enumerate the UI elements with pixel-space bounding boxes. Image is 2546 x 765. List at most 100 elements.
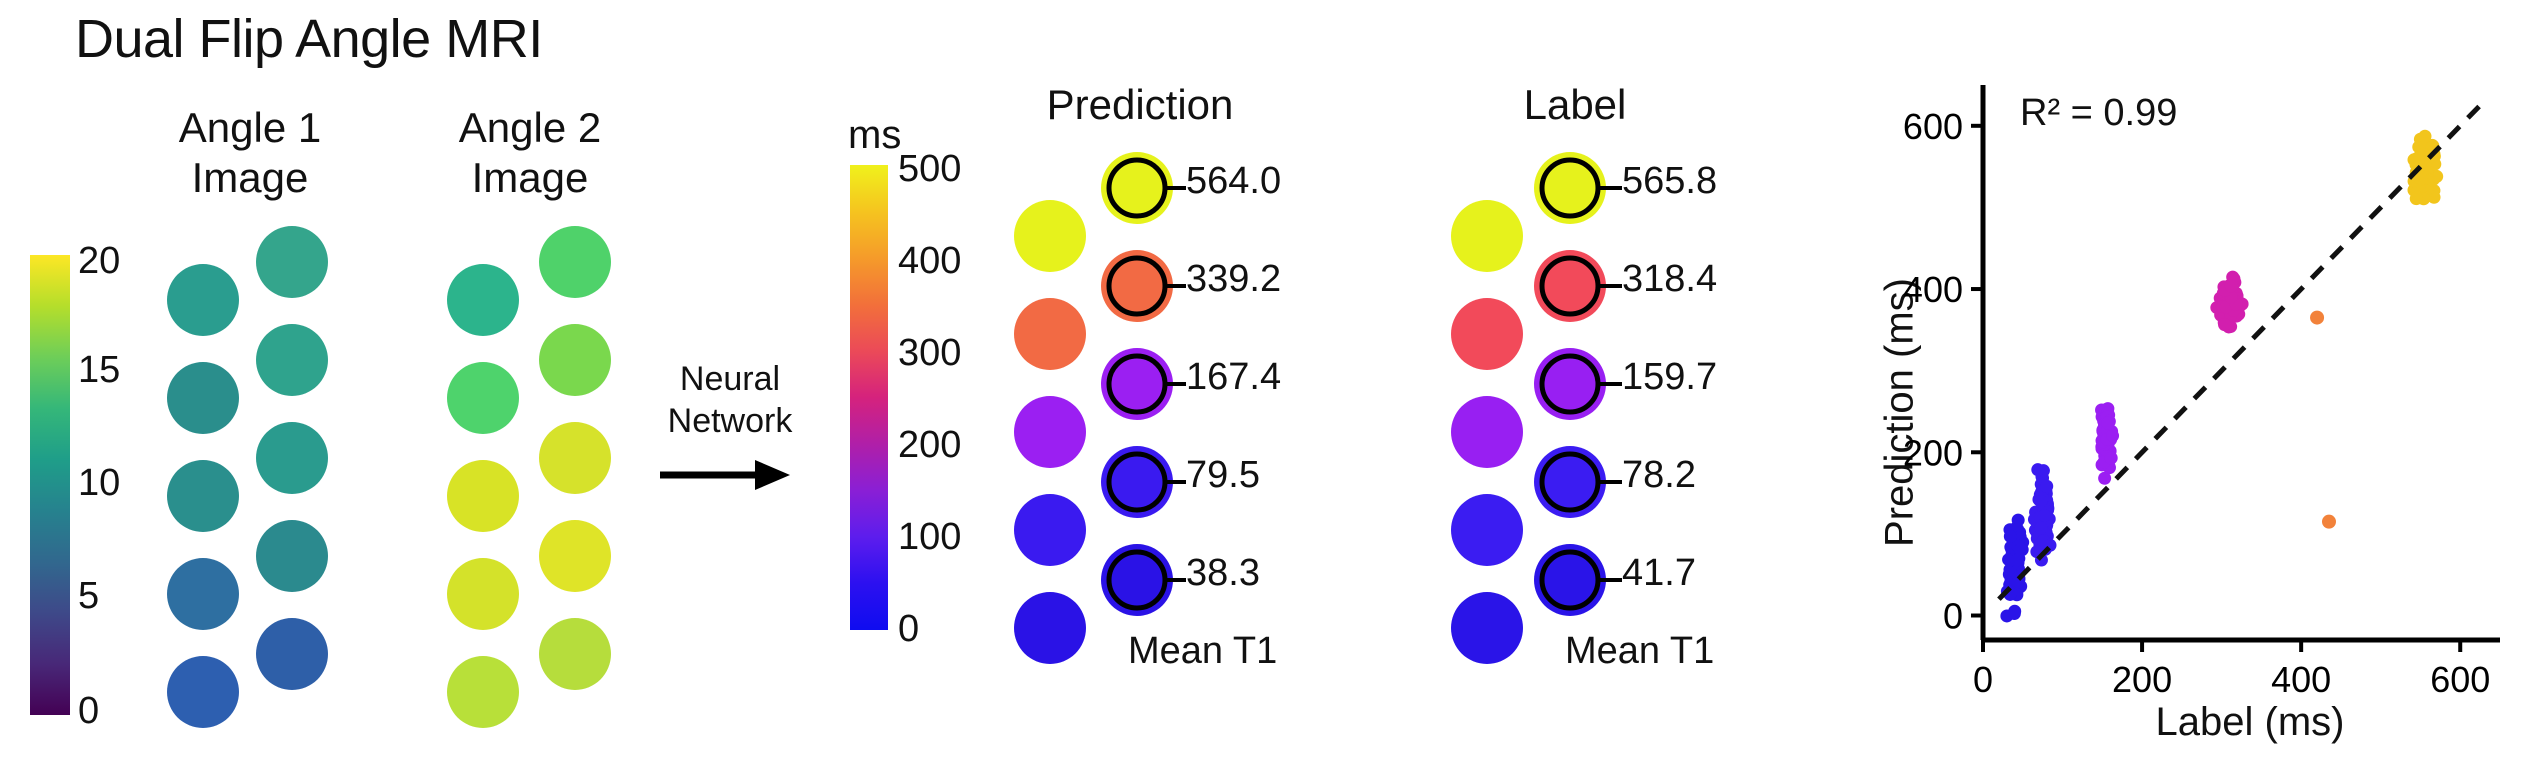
angle1-title-line1: Angle 1 [178,104,322,151]
x-tick-label: 600 [2430,659,2490,700]
prediction-disc [1014,298,1086,370]
input-colorbar-tick: 10 [78,462,121,504]
prediction-disc [1101,544,1173,616]
prediction-disc [1101,250,1173,322]
angle2-phantom-disc [539,520,611,592]
scatter-point [2031,463,2045,477]
figure-title: Dual Flip Angle MRI [75,9,543,69]
label-disc [1451,494,1523,566]
prediction-disc [1014,396,1086,468]
identity-line [1997,99,2486,601]
angle1-title: Angle 1 Image [145,103,355,203]
scatter-point [2427,190,2441,204]
angle1-phantom-disc [256,422,328,494]
label-value: 318.4 [1622,258,1718,300]
label-value: 159.7 [1622,356,1718,398]
scatter-point [2098,471,2112,485]
label-disc [1534,446,1606,518]
scatter-point [2010,553,2024,567]
prediction-disc [1101,446,1173,518]
angle2-phantom-disc [539,618,611,690]
label-footer: Mean T1 [1565,630,1715,672]
angle2-phantom-disc [447,460,519,532]
scatter-point [2409,192,2423,206]
scatter-point [2414,172,2428,186]
angle2-phantom-disc [539,422,611,494]
label-disc [1451,396,1523,468]
t1-colorbar-tick: 100 [898,516,962,558]
prediction-disc [1014,200,1086,272]
scatter-point [2037,508,2051,522]
t1-colorbar-tick: 400 [898,240,962,282]
x-tick-label: 400 [2271,659,2331,700]
label-value: 78.2 [1622,454,1696,496]
scatter-plot: 0 200 400 600 0 200 400 600 [1903,85,2500,700]
label-value: 565.8 [1622,160,1718,202]
t1-colorbar-tick: 0 [898,608,920,650]
neural-network-line2: Network [667,402,793,440]
x-tick-label: 200 [2112,659,2172,700]
phantom-discs [167,152,1622,728]
label-disc [1451,592,1523,664]
label-disc [1451,200,1523,272]
t1-colorbar-tick: 200 [898,424,962,466]
input-colorbar-tick: 15 [78,349,121,391]
label-title: Label [1523,81,1627,128]
label-disc [1451,298,1523,370]
angle2-title: Angle 2 Image [425,103,635,203]
angle1-phantom-disc [256,520,328,592]
angle2-title-line2: Image [471,154,589,201]
scatter-outlier-point [2310,310,2325,325]
neural-network-label: Neural Network [650,358,810,442]
angle2-phantom-disc [539,226,611,298]
label-disc [1534,152,1606,224]
angle1-phantom-disc [167,558,239,630]
scatter-point [2224,279,2238,293]
scatter-point [2104,451,2118,465]
y-tick-label: 0 [1943,596,1963,637]
angle1-phantom-disc [256,226,328,298]
y-tick-label: 200 [1903,432,1963,473]
prediction-value: 38.3 [1186,552,1260,594]
prediction-disc [1014,592,1086,664]
label-value: 41.7 [1622,552,1696,594]
t1-colorbar-tick: 300 [898,332,962,374]
label-disc [1534,544,1606,616]
x-tick-label: 0 [1973,659,1993,700]
scatter-outlier-point [2321,514,2336,529]
input-colorbar-tick: 0 [78,690,100,732]
prediction-value: 79.5 [1186,454,1260,496]
angle2-phantom-disc [447,362,519,434]
angle2-phantom-disc [447,264,519,336]
neural-network-line1: Neural [679,360,781,398]
prediction-disc [1101,152,1173,224]
scatter-point [2007,606,2021,620]
scatter-point [2003,529,2017,543]
prediction-value: 167.4 [1186,356,1282,398]
neural-network-arrow [660,460,790,490]
angle2-phantom-disc [447,558,519,630]
angle1-phantom-disc [256,324,328,396]
prediction-disc [1014,494,1086,566]
angle2-title-line1: Angle 2 [458,104,602,151]
scatter-point [2416,147,2430,161]
angle2-phantom-disc [539,324,611,396]
y-tick-label: 600 [1903,106,1963,147]
label-disc [1534,250,1606,322]
t1-colorbar-unit: ms [848,113,902,157]
angle1-title-line2: Image [191,154,309,201]
input-colorbar-tick: 5 [78,575,100,617]
y-tick-label: 400 [1903,269,1963,310]
angle1-phantom-disc [167,656,239,728]
angle1-phantom-disc [167,362,239,434]
scatter-point [2034,521,2048,535]
angle1-phantom-disc [167,460,239,532]
t1-colorbar-tick: 500 [898,148,962,190]
scatter-point [2106,429,2120,443]
scatter-point [2428,157,2442,171]
input-colorbar [30,255,70,715]
prediction-title: Prediction [1046,81,1234,128]
angle1-phantom-disc [167,264,239,336]
x-axis-label: Label (ms) [2155,700,2345,744]
